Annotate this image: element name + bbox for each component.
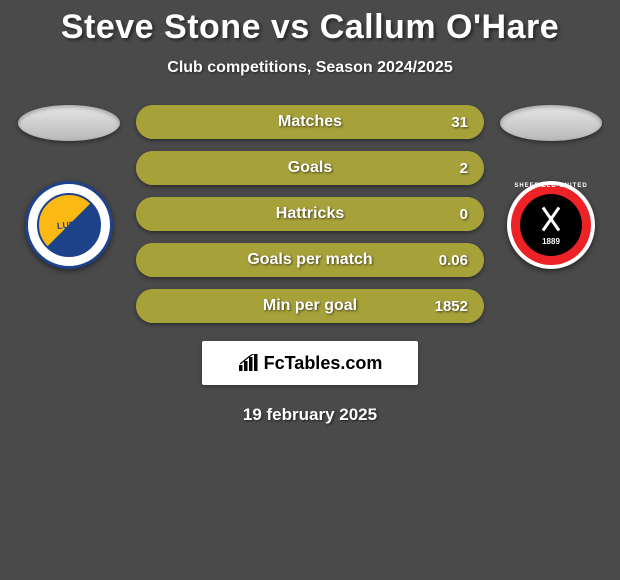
right-player-column: SHEFFIELD UNITED 1889 (496, 105, 606, 269)
player-photo-placeholder-right (500, 105, 602, 141)
brand-box: FcTables.com (202, 341, 418, 385)
leeds-badge-text: LUFC (57, 219, 82, 230)
stat-bar: Goals 2 (136, 151, 484, 185)
date-text: 19 february 2025 (0, 405, 620, 425)
stats-column: Matches 31 Goals 2 Hattricks 0 Goals per match… (136, 105, 484, 323)
stat-bar: Matches 31 (136, 105, 484, 139)
brand-text: FcTables.com (264, 353, 383, 374)
stat-label: Matches (278, 113, 342, 131)
stat-label: Min per goal (263, 297, 357, 315)
stat-bar: Min per goal 1852 (136, 289, 484, 323)
stat-label: Goals per match (247, 251, 372, 269)
stat-fill-left (136, 289, 143, 323)
bar-chart-icon (238, 354, 260, 372)
club-badge-left: LUFC (25, 181, 113, 269)
leeds-badge-inner: LUFC (37, 193, 101, 257)
page-title: Steve Stone vs Callum O'Hare (0, 8, 620, 47)
player-photo-placeholder-left (18, 105, 120, 141)
stat-value-right: 0.06 (439, 252, 468, 269)
stat-bar: Hattricks 0 (136, 197, 484, 231)
subtitle: Club competitions, Season 2024/2025 (0, 59, 620, 77)
sheffield-badge-inner: 1889 (520, 194, 582, 256)
sheffield-ring-text: SHEFFIELD UNITED (511, 183, 591, 189)
stat-value-right: 1852 (435, 298, 468, 315)
stat-value-right: 2 (460, 160, 468, 177)
comparison-infographic: Steve Stone vs Callum O'Hare Club compet… (0, 0, 620, 425)
sheffield-year: 1889 (542, 237, 560, 246)
stat-label: Hattricks (276, 205, 344, 223)
left-player-column: LUFC (14, 105, 124, 269)
content-row: LUFC Matches 31 Goals 2 Hattricks 0 Goals per … (0, 105, 620, 323)
crossed-swords-icon (536, 205, 566, 235)
stat-value-right: 0 (460, 206, 468, 223)
stat-fill-left (136, 151, 143, 185)
club-badge-right: SHEFFIELD UNITED 1889 (507, 181, 595, 269)
stat-value-right: 31 (451, 114, 468, 131)
stat-fill-left (136, 243, 143, 277)
stat-label: Goals (288, 159, 332, 177)
stat-fill-left (136, 105, 143, 139)
stat-bar: Goals per match 0.06 (136, 243, 484, 277)
